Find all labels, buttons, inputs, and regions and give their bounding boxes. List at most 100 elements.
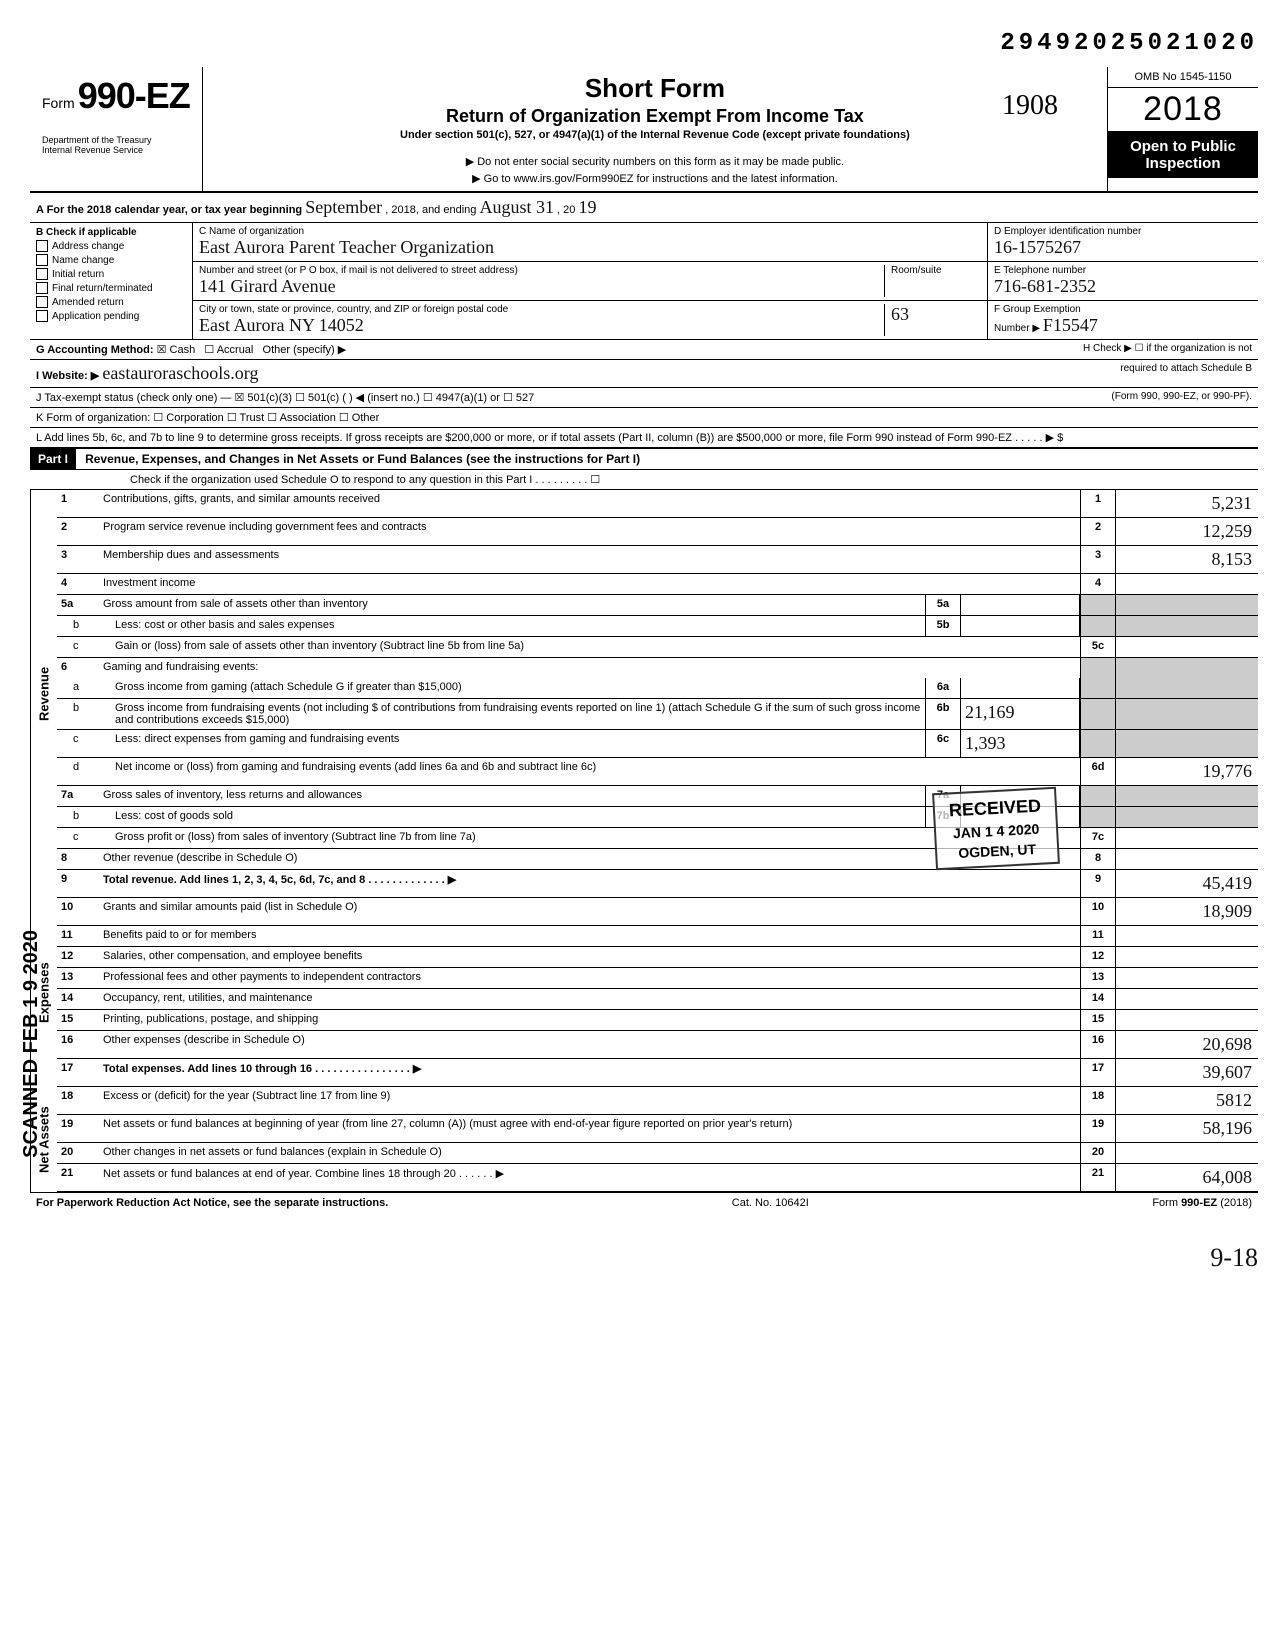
g-label: G Accounting Method: (36, 344, 154, 356)
l9-text: Total revenue. Add lines 1, 2, 3, 4, 5c,… (103, 874, 456, 886)
side-label-revenue: Revenue (30, 490, 57, 898)
l11-text: Benefits paid to or for members (99, 926, 1080, 946)
cb-name-change[interactable] (36, 254, 48, 266)
l8-num: 8 (57, 849, 99, 869)
l5a-en-shade (1080, 595, 1115, 615)
l2-en: 2 (1080, 518, 1115, 545)
instruction-1: ▶ Do not enter social security numbers o… (213, 155, 1097, 168)
form-header: Form 990-EZ Department of the Treasury I… (30, 67, 1258, 193)
l7a-en-shade (1080, 786, 1115, 806)
l10-num: 10 (57, 898, 99, 925)
l7b-ev-shade (1115, 807, 1258, 827)
l16-val: 20,698 (1115, 1031, 1258, 1058)
bottom-hw: 9-18 (1210, 1243, 1258, 1272)
l5c-num: c (57, 637, 111, 657)
l15-num: 15 (57, 1010, 99, 1030)
l9-num: 9 (57, 870, 99, 897)
j-right: (Form 990, 990-EZ, or 990-PF). (1111, 391, 1252, 404)
omb-number: OMB No 1545-1150 (1108, 67, 1258, 88)
l8-en: 8 (1080, 849, 1115, 869)
l7a-num: 7a (57, 786, 99, 806)
l17-en: 17 (1080, 1059, 1115, 1086)
dept-line-1: Department of the Treasury (42, 135, 190, 145)
l6d-num: d (57, 758, 111, 785)
l6c-text: Less: direct expenses from gaming and fu… (111, 730, 925, 757)
received-stamp: RECEIVED JAN 1 4 2020 OGDEN, UT (932, 787, 1060, 870)
l17-text: Total expenses. Add lines 10 through 16 … (103, 1063, 421, 1075)
l6d-en: 6d (1080, 758, 1115, 785)
l7b-num: b (57, 807, 111, 827)
l3-en: 3 (1080, 546, 1115, 573)
c-city-label: City or town, state or province, country… (199, 304, 884, 315)
g-other: Other (specify) ▶ (263, 344, 347, 356)
l17-num: 17 (57, 1059, 99, 1086)
l20-val (1115, 1143, 1258, 1163)
l11-en: 11 (1080, 926, 1115, 946)
group-hw: F15547 (1043, 315, 1098, 335)
opt-final-return: Final return/terminated (52, 283, 153, 294)
instruction-2: ▶ Go to www.irs.gov/Form990EZ for instru… (213, 172, 1097, 185)
row-i: I Website: ▶ eastauroraschools.org requi… (30, 360, 1258, 388)
l5b-ev-shade (1115, 616, 1258, 636)
h-label: H Check ▶ ☐ if the organization is not (1083, 343, 1252, 356)
c-name-label: C Name of organization (199, 226, 981, 237)
l1-num: 1 (57, 490, 99, 517)
l20-text: Other changes in net assets or fund bala… (99, 1143, 1080, 1163)
c-street-label: Number and street (or P O box, if mail i… (199, 265, 884, 276)
l9-val: 45,419 (1115, 870, 1258, 897)
l5b-mv (961, 616, 1080, 636)
l18-text: Excess or (deficit) for the year (Subtra… (99, 1087, 1080, 1114)
row-g: G Accounting Method: ☒ Cash ☐ Accrual Ot… (30, 340, 1258, 360)
form-label: Form (42, 95, 75, 111)
l7b-en-shade (1080, 807, 1115, 827)
l9-en: 9 (1080, 870, 1115, 897)
l21-val: 64,008 (1115, 1164, 1258, 1191)
l13-num: 13 (57, 968, 99, 988)
opt-amended: Amended return (52, 297, 124, 308)
footer-mid: Cat. No. 10642I (732, 1197, 809, 1209)
l13-en: 13 (1080, 968, 1115, 988)
dept-line-2: Internal Revenue Service (42, 145, 190, 155)
cb-initial-return[interactable] (36, 268, 48, 280)
cb-application-pending[interactable] (36, 310, 48, 322)
col-b-title: B Check if applicable (36, 227, 186, 238)
i-label: I Website: ▶ (36, 370, 99, 382)
check-schedule-o: Check if the organization used Schedule … (30, 470, 1258, 490)
l6b-mn: 6b (925, 699, 961, 729)
l6a-ev-shade (1115, 678, 1258, 698)
form-title: Short Form (213, 73, 1097, 104)
cb-amended[interactable] (36, 296, 48, 308)
l10-text: Grants and similar amounts paid (list in… (99, 898, 1080, 925)
l6-text: Gaming and fundraising events: (99, 658, 1080, 678)
l6c-mn: 6c (925, 730, 961, 757)
l7c-en: 7c (1080, 828, 1115, 848)
l2-val: 12,259 (1115, 518, 1258, 545)
l13-text: Professional fees and other payments to … (99, 968, 1080, 988)
l17-val: 39,607 (1115, 1059, 1258, 1086)
l11-num: 11 (57, 926, 99, 946)
open-public-2: Inspection (1110, 155, 1256, 172)
l3-text: Membership dues and assessments (99, 546, 1080, 573)
l20-en: 20 (1080, 1143, 1115, 1163)
ein-hw: 16-1575267 (994, 237, 1252, 258)
l2-num: 2 (57, 518, 99, 545)
row-a-mid: , 2018, and ending (385, 204, 476, 216)
l16-num: 16 (57, 1031, 99, 1058)
footer: For Paperwork Reduction Act Notice, see … (30, 1192, 1258, 1213)
l12-num: 12 (57, 947, 99, 967)
row-a-label: A For the 2018 calendar year, or tax yea… (36, 204, 302, 216)
l6-num: 6 (57, 658, 99, 678)
cb-address-change[interactable] (36, 240, 48, 252)
l4-val (1115, 574, 1258, 594)
begin-date-hw: September (305, 197, 382, 217)
tax-year: 2018 (1108, 88, 1258, 132)
l20-num: 20 (57, 1143, 99, 1163)
l19-val: 58,196 (1115, 1115, 1258, 1142)
l15-en: 15 (1080, 1010, 1115, 1030)
tel-hw: 716-681-2352 (994, 276, 1252, 297)
l11-val (1115, 926, 1258, 946)
l6b-text: Gross income from fundraising events (no… (111, 699, 925, 729)
l12-en: 12 (1080, 947, 1115, 967)
l21-num: 21 (57, 1164, 99, 1191)
cb-final-return[interactable] (36, 282, 48, 294)
